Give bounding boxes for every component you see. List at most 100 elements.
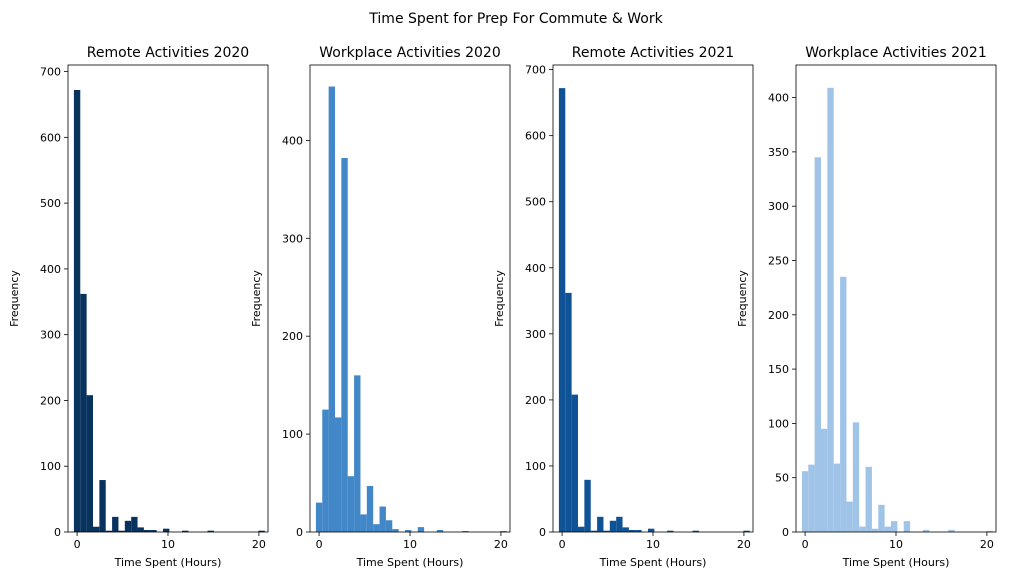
histogram-bar [922,529,930,532]
histogram-bar [392,529,399,532]
subplot-title: Workplace Activities 2021 [805,45,987,61]
x-axis-label: Time Spent (Hours) [114,556,222,569]
y-tick-label: 100 [525,460,546,473]
histogram-bar [871,528,879,532]
histogram-bar [105,530,113,532]
y-tick-label: 300 [282,232,303,245]
y-tick-label: 700 [40,66,61,79]
axes-frame [67,64,269,533]
histogram-bar [500,531,507,532]
histogram-bar [354,375,361,532]
histogram-bar [821,428,828,532]
axes-frame [552,64,754,533]
histogram-bar [379,506,386,532]
y-tick-label: 250 [768,254,789,267]
histogram-bar [80,293,87,532]
y-tick-label: 0 [782,526,789,539]
histogram-bar [878,504,885,532]
histogram-bar [903,521,911,532]
histogram-bar [833,463,841,532]
histogram-bar [884,526,891,532]
y-tick-label: 300 [40,329,61,342]
y-tick-label: 400 [282,134,303,147]
y-axis-label: Frequency [493,270,506,327]
histogram-bar [840,276,847,532]
y-tick-label: 400 [768,92,789,105]
y-tick-label: 300 [768,200,789,213]
histogram-bar [341,158,348,532]
y-axis-label: Frequency [250,270,263,327]
histogram-bar [648,528,655,532]
histogram-bar [852,422,860,532]
histogram-bar [597,516,604,532]
histogram-bar [373,524,380,532]
histogram-bar [405,530,412,532]
histogram-bar [801,471,809,532]
x-tick-label: 20 [737,538,751,551]
y-tick-label: 600 [525,130,546,143]
y-tick-label: 100 [282,428,303,441]
histogram-bar [827,87,834,532]
x-axis-label: Time Spent (Hours) [599,556,707,569]
histogram-bar [385,520,393,532]
y-tick-label: 100 [40,460,61,473]
x-tick-label: 0 [559,538,566,551]
histogram-bar [584,479,591,532]
histogram-bar [462,531,469,532]
histogram-bar [616,516,623,532]
y-tick-label: 200 [525,394,546,407]
x-tick-label: 20 [980,538,994,551]
histogram-bar [891,521,898,532]
histogram-bar [986,530,993,532]
x-axis-label: Time Spent (Hours) [356,556,464,569]
histogram-bar [628,530,636,532]
histogram-bar [131,516,138,532]
histogram-bar [163,528,170,532]
histogram-bar [578,526,585,532]
histogram-bar [328,86,335,532]
y-tick-label: 0 [539,526,546,539]
y-tick-label: 0 [296,526,303,539]
histogram-bar [846,501,853,532]
histogram-bar [137,527,144,532]
x-axis-label: Time Spent (Hours) [842,556,950,569]
y-axis-label: Frequency [736,270,749,327]
histogram-bar [603,530,610,532]
y-axis-label: Frequency [8,270,21,327]
x-tick-label: 10 [646,538,660,551]
subplot-title: Remote Activities 2021 [572,45,734,61]
y-tick-label: 350 [768,146,789,159]
histogram-bar [99,480,106,532]
subplot-title: Remote Activities 2020 [87,45,249,61]
x-tick-label: 20 [494,538,508,551]
histogram-bar [124,520,132,532]
histogram-bar [865,466,872,532]
figure-title: Time Spent for Prep For Commute & Work [368,11,663,27]
histogram-bar [743,530,750,532]
histogram-bar [565,292,572,532]
histogram-bar [118,530,125,532]
y-tick-label: 50 [775,472,789,485]
histogram-bar [93,526,100,532]
subplot-title: Workplace Activities 2020 [319,45,501,61]
y-tick-label: 150 [768,363,789,376]
histogram-bar [814,157,821,532]
x-tick-label: 10 [403,538,417,551]
y-tick-label: 500 [40,197,61,210]
histogram-bar [86,395,93,532]
histogram-bar [335,417,342,532]
histogram-bar [182,530,189,532]
histogram-bar [436,530,444,532]
histogram-bar [590,530,598,532]
histogram-bar [207,530,214,532]
y-tick-label: 300 [525,328,546,341]
y-tick-label: 200 [768,309,789,322]
y-tick-label: 200 [40,394,61,407]
histogram-bar [322,409,329,532]
x-tick-label: 10 [889,538,903,551]
histogram-bar [347,476,355,532]
